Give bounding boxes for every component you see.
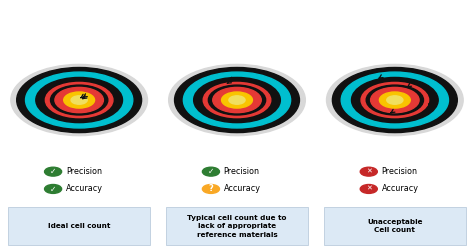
Circle shape — [371, 87, 419, 113]
Circle shape — [221, 92, 253, 108]
Circle shape — [366, 85, 423, 115]
Text: ?: ? — [209, 185, 213, 193]
Circle shape — [26, 72, 133, 128]
Circle shape — [6, 62, 153, 138]
Text: Accuracy: Accuracy — [382, 185, 419, 193]
Circle shape — [321, 62, 468, 138]
Circle shape — [361, 82, 428, 118]
Text: ✓: ✓ — [208, 167, 214, 176]
Circle shape — [387, 96, 403, 104]
Circle shape — [332, 67, 457, 133]
Circle shape — [213, 87, 261, 113]
Circle shape — [327, 64, 463, 136]
Circle shape — [164, 62, 310, 138]
Circle shape — [36, 78, 122, 123]
Text: Accuracy: Accuracy — [66, 185, 103, 193]
Circle shape — [229, 96, 245, 104]
Circle shape — [11, 64, 147, 136]
Text: ✕: ✕ — [366, 186, 372, 192]
Text: Precision: Precision — [382, 167, 418, 176]
FancyBboxPatch shape — [166, 207, 308, 245]
Circle shape — [51, 85, 108, 115]
Circle shape — [183, 72, 291, 128]
Text: Precision: Precision — [66, 167, 102, 176]
Circle shape — [45, 167, 62, 176]
Text: ✓: ✓ — [50, 185, 56, 193]
Text: Precision: Precision — [224, 167, 260, 176]
Text: Typical cell count due to
lack of appropriate
reference materials: Typical cell count due to lack of approp… — [187, 214, 287, 238]
Text: Unacceptable
Cell count: Unacceptable Cell count — [367, 219, 423, 233]
Circle shape — [194, 78, 280, 123]
Circle shape — [55, 87, 103, 113]
Circle shape — [379, 92, 410, 108]
Text: ✓: ✓ — [50, 167, 56, 176]
Text: Accuracy: Accuracy — [224, 185, 261, 193]
Circle shape — [169, 64, 305, 136]
FancyBboxPatch shape — [324, 207, 466, 245]
Circle shape — [45, 185, 62, 193]
Circle shape — [174, 67, 300, 133]
Circle shape — [360, 167, 377, 176]
Circle shape — [46, 82, 113, 118]
Circle shape — [17, 67, 142, 133]
Circle shape — [202, 167, 219, 176]
Circle shape — [209, 85, 265, 115]
Circle shape — [64, 92, 95, 108]
Text: Ideal cell count: Ideal cell count — [48, 223, 110, 229]
Circle shape — [341, 72, 448, 128]
Circle shape — [202, 185, 219, 193]
FancyBboxPatch shape — [8, 207, 150, 245]
Circle shape — [352, 78, 438, 123]
Circle shape — [203, 82, 271, 118]
Circle shape — [360, 185, 377, 193]
Text: ✕: ✕ — [366, 169, 372, 175]
Circle shape — [71, 96, 87, 104]
